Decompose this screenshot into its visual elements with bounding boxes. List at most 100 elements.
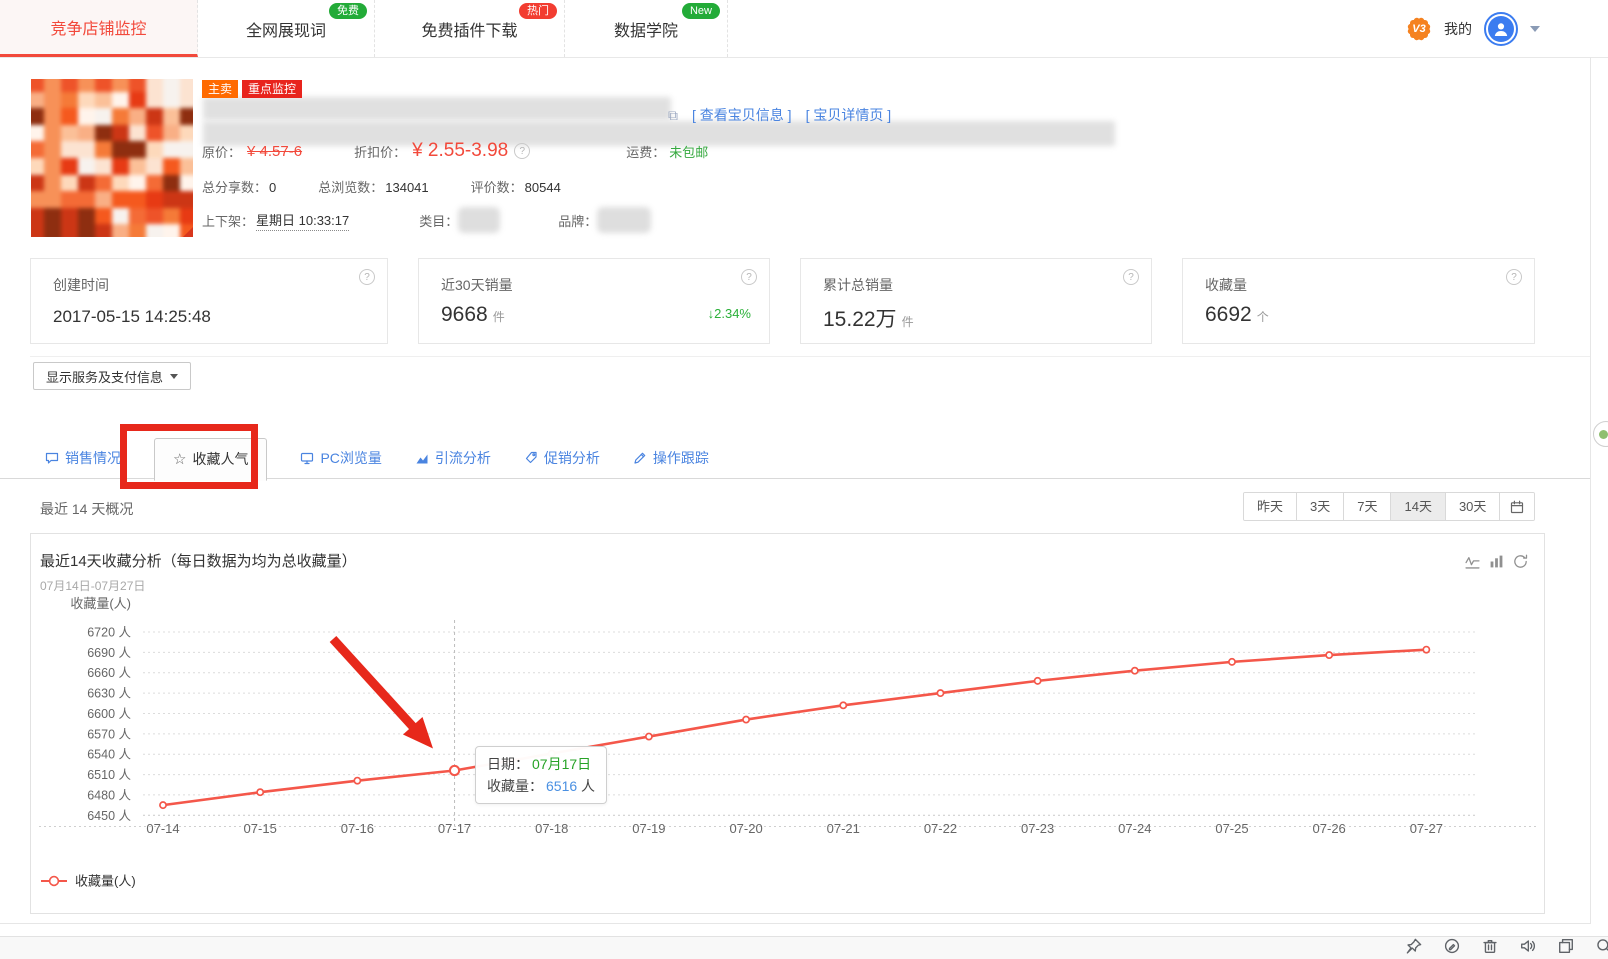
help-icon[interactable]: ? — [359, 269, 375, 285]
chart-toolbar — [1465, 554, 1528, 569]
tag-icon — [524, 451, 538, 465]
svg-text:07-17: 07-17 — [438, 821, 471, 836]
nav-tab-4[interactable]: 数据学院 New — [565, 0, 728, 57]
nav-badge: 免费 — [329, 3, 367, 19]
item-detail-page-link[interactable]: [ 宝贝详情页 ] — [805, 107, 892, 123]
svg-text:07-14: 07-14 — [146, 821, 179, 836]
detail-tabstrip: 销售情况 ☆ 收藏人气 PC浏览量 引流分析 促销分析 操作跟踪 — [0, 437, 1591, 481]
blurred-brand-value — [597, 207, 652, 233]
detail-tab-6[interactable]: 操作跟踪 — [633, 437, 709, 479]
svg-text:6480 人: 6480 人 — [87, 788, 131, 802]
svg-text:6450 人: 6450 人 — [87, 809, 131, 823]
show-services-button[interactable]: 显示服务及支付信息 — [33, 362, 192, 390]
help-icon[interactable]: ? — [1123, 269, 1139, 285]
period-button-昨天[interactable]: 昨天 — [1244, 493, 1298, 520]
chevron-down-icon[interactable] — [1530, 25, 1540, 32]
nav-badge: New — [681, 3, 720, 19]
chart-tooltip: 日期： 07月17日 收藏量： 6516 人 — [475, 746, 608, 804]
price-help-icon[interactable]: ? — [514, 143, 531, 159]
tag-main-sell: 主卖 — [202, 80, 239, 98]
svg-text:收藏量(人): 收藏量(人) — [75, 874, 136, 889]
period-button-7天[interactable]: 7天 — [1344, 493, 1392, 520]
window-icon[interactable] — [1558, 938, 1574, 954]
svg-text:6690 人: 6690 人 — [87, 646, 131, 660]
svg-text:07-24: 07-24 — [1118, 821, 1151, 836]
blurred-category-value — [458, 207, 501, 233]
pin-icon[interactable] — [1406, 938, 1422, 954]
svg-text:6720 人: 6720 人 — [87, 626, 131, 640]
svg-text:6570 人: 6570 人 — [87, 727, 131, 741]
content-frame-right — [1590, 57, 1591, 923]
svg-text:07-19: 07-19 — [632, 821, 665, 836]
chat-icon — [45, 451, 59, 465]
chart-date-range: 07月14日-07月27日 — [40, 579, 146, 593]
edit-circle-icon[interactable] — [1444, 938, 1460, 954]
star-icon: ☆ — [173, 451, 187, 468]
member-level-label: V3 — [1412, 22, 1426, 35]
member-level-icon[interactable]: V3 — [1406, 16, 1432, 42]
shelf-time-link[interactable]: 星期日 10:33:17 — [256, 210, 350, 231]
svg-text:07-15: 07-15 — [244, 821, 277, 836]
period-button-30天[interactable]: 30天 — [1445, 493, 1501, 520]
blurred-title-line1 — [203, 97, 671, 120]
copy-icon[interactable]: ⧉ — [668, 106, 678, 123]
help-icon[interactable]: ? — [741, 269, 757, 285]
card-favorites: 收藏量 6692 个 ? — [1182, 258, 1535, 344]
card-title: 累计总销量 — [823, 277, 893, 293]
svg-text:07-25: 07-25 — [1215, 821, 1248, 836]
my-account-label[interactable]: 我的 — [1444, 20, 1472, 37]
tooltip-date-row: 日期： 07月17日 — [487, 756, 592, 772]
svg-text:07-21: 07-21 — [827, 821, 860, 836]
chart-title: 最近14天收藏分析（每日数据为均为总收藏量） — [40, 553, 357, 570]
orig-price-value: ¥ 4.57-6 — [247, 142, 303, 160]
nav-tab-3[interactable]: 免费插件下载 热门 — [375, 0, 565, 57]
section-divider — [30, 356, 1590, 357]
view-count: 总浏览数： 134041 — [318, 180, 429, 195]
trash-icon[interactable] — [1482, 938, 1498, 954]
refresh-tool-icon[interactable] — [1513, 554, 1528, 569]
share-count: 总分享数： 0 — [202, 180, 277, 195]
svg-text:07-18: 07-18 — [535, 821, 568, 836]
calendar-icon[interactable] — [1500, 493, 1535, 520]
shelf-label: 上下架： — [202, 213, 255, 229]
detail-tab-2[interactable]: ☆ 收藏人气 — [154, 437, 268, 481]
detail-tab-4[interactable]: 引流分析 — [415, 437, 491, 479]
search-icon[interactable] — [1596, 938, 1608, 954]
detail-tab-5[interactable]: 促销分析 — [524, 437, 600, 479]
bar-tool-icon[interactable] — [1489, 554, 1504, 569]
monitor-icon — [300, 451, 314, 465]
line-tool-icon[interactable] — [1465, 554, 1480, 569]
period-button-14天[interactable]: 14天 — [1391, 493, 1446, 520]
shipping-value: 未包邮 — [669, 144, 709, 160]
floating-side-widget[interactable] — [1593, 421, 1608, 447]
avatar[interactable] — [1484, 11, 1518, 46]
content-frame-bottom — [0, 923, 1591, 924]
period-button-3天[interactable]: 3天 — [1297, 493, 1345, 520]
card-value: 15.22万件 — [823, 308, 914, 331]
detail-tab-1[interactable]: 销售情况 — [45, 437, 121, 479]
blurred-title-line2 — [203, 121, 1115, 146]
speaker-icon[interactable] — [1520, 938, 1536, 954]
card-create-time: 创建时间 2017-05-15 14:25:48 ? — [30, 258, 388, 344]
card-30day-sales: 近30天销量 9668 件 ↓2.34% ? — [418, 258, 770, 344]
product-image-mosaic — [31, 79, 193, 237]
detail-tab-3[interactable]: PC浏览量 — [300, 437, 382, 479]
review-count: 评价数： 80544 — [470, 180, 561, 195]
help-icon[interactable]: ? — [1506, 269, 1522, 285]
down-arrow-icon: ↓ — [707, 306, 715, 321]
view-item-info-link[interactable]: [ 查看宝贝信息 ] — [692, 107, 792, 123]
nav-tab-2[interactable]: 全网展现词 免费 — [198, 0, 375, 57]
svg-text:6510 人: 6510 人 — [87, 768, 131, 782]
price-row: 原价： ¥ 4.57-6 折扣价： ¥ 2.55-3.98 ? 运费： 未包邮 — [202, 138, 708, 164]
sales-delta-badge: ↓2.34% — [707, 306, 751, 321]
brand-label: 品牌： — [558, 213, 598, 229]
svg-text:6660 人: 6660 人 — [87, 666, 131, 680]
nav-badge: 热门 — [519, 3, 557, 19]
svg-text:收藏量(人): 收藏量(人) — [70, 596, 131, 611]
pen-icon — [633, 451, 647, 465]
overview-label: 最近 14 天概况 — [40, 501, 134, 517]
card-title: 近30天销量 — [441, 277, 513, 293]
nav-tab-1[interactable]: 竞争店铺监控 — [0, 0, 198, 57]
card-value: 6692 个 — [1205, 303, 1269, 326]
